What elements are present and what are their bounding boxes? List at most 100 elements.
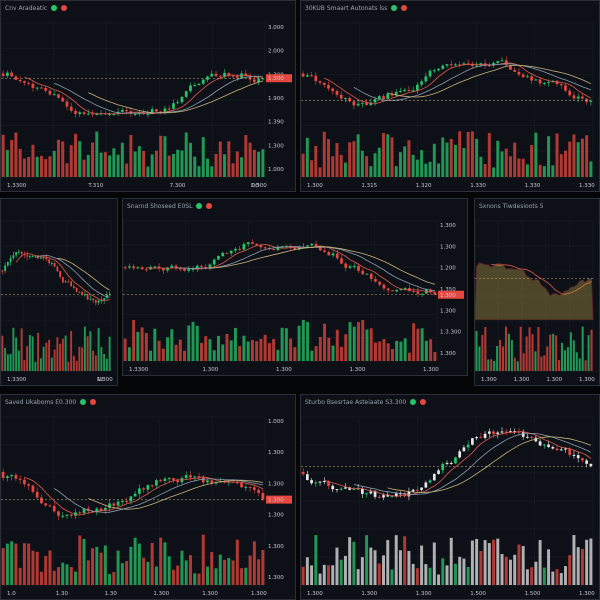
candle-body [28, 256, 31, 258]
volume-bar [235, 539, 239, 585]
volume-bar [10, 541, 14, 585]
candle-body [318, 81, 322, 83]
volume-bar [163, 136, 167, 177]
candle-body [428, 70, 432, 77]
volume-bar [500, 553, 504, 585]
volume-bar [525, 569, 529, 585]
candle-body [310, 480, 313, 484]
candle-body [483, 433, 487, 438]
candle-body [120, 501, 124, 503]
candle-body [479, 437, 483, 439]
x-axis-tick: 1.0 [7, 591, 16, 597]
x-axis-tick: 1.330 [525, 183, 541, 189]
candle-body [116, 501, 120, 506]
volume-bar [242, 335, 246, 361]
volume-bar [255, 341, 259, 361]
candle-body [348, 266, 352, 268]
candle-body [344, 487, 347, 489]
area-chart[interactable]: 1.300 1.300 1.300 1.300 [475, 213, 599, 385]
moving-average-line [491, 264, 592, 295]
candle-body [225, 252, 229, 254]
candle-body [61, 277, 64, 283]
volume-bar [61, 141, 65, 177]
x-axis-tick: 1.330 [579, 183, 595, 189]
candlestick-chart[interactable]: 1.300 1.300 1.200 1.350 1.300 1.3.300 1.300 1.3… [123, 213, 467, 375]
volume-bar [48, 339, 51, 371]
volume-bar [244, 567, 248, 585]
x-axis-tick: 1.500 [525, 591, 541, 597]
volume-bar [403, 338, 407, 361]
chart-panel-4[interactable]: Snarnd Shoseed E0SL 1.300 1.300 1.200 1.350… [122, 198, 468, 376]
volume-bar [412, 323, 416, 361]
volume-bar [154, 150, 158, 177]
volume-bar [289, 338, 293, 361]
volume-bar [373, 550, 377, 585]
volume-bar [188, 555, 192, 585]
candle-body [433, 292, 437, 295]
candle-body [146, 485, 150, 490]
volume-bar [248, 142, 252, 177]
chart-panel-6[interactable]: Saved Ukaboms E0.300 1.000 1.300 1.300 1.30… [0, 394, 296, 600]
x-axis-tick: 1.30 [56, 591, 69, 597]
volume-bar [513, 357, 516, 371]
candlestick-chart[interactable]: 1.000 1.300 1.300 1.300 1.300 1.300 1.300 1.0 1.… [1, 409, 295, 599]
candle-body [200, 265, 203, 267]
volume-bar [204, 336, 208, 361]
volume-bar [547, 549, 551, 585]
x-axis-tick: 1.500 [470, 591, 486, 597]
candle-body [94, 300, 97, 303]
volume-bar [31, 144, 35, 177]
candle-body [386, 288, 390, 291]
volume-bar [227, 558, 231, 585]
volume-bar [508, 156, 512, 177]
volume-bar [540, 356, 543, 371]
candle-body [542, 444, 546, 446]
volume-bar [479, 156, 483, 177]
chart-panel-5[interactable]: Sxnons Tiwdesioots 5 1.300 1.300 1.300 1.30… [474, 198, 600, 386]
candlestick-chart[interactable]: 1.3300 1.300 NE [1, 213, 117, 385]
volume-bar [564, 150, 567, 177]
volume-bar [89, 331, 92, 371]
candle-body [252, 79, 256, 83]
volume-bar [519, 326, 522, 371]
volume-bar [223, 559, 227, 585]
volume-bar [184, 560, 188, 585]
chart-panel-3[interactable]: 1.3300 1.300 NE [0, 198, 118, 386]
candle-body [108, 114, 111, 116]
chart-panel-1[interactable]: Cnv Aradeatic 3.000 2.000 1.300 1.900 1.390 1… [0, 0, 296, 192]
volume-bar [142, 150, 146, 177]
volume-bar [272, 338, 276, 361]
volume-bar [197, 573, 201, 585]
candlestick-chart[interactable]: 1.300 1.315 1.320 1.330 1.330 1.330 [301, 15, 599, 191]
volume-bar [576, 547, 580, 585]
candle-body [318, 247, 322, 251]
chart-panel-2[interactable]: 30KUB Smaart Autonats lss 1.300 1.315 1.32… [300, 0, 600, 192]
volume-bar [252, 149, 256, 177]
panel-header: Snarnd Shoseed E0SL [123, 199, 467, 213]
candle-body [176, 102, 180, 104]
candle-body [153, 266, 157, 268]
candle-body [462, 63, 466, 65]
candlestick-chart[interactable]: 1.300 1.300 1.300 1.500 1.500 1.300 [301, 409, 599, 599]
candle-body [10, 474, 14, 477]
volume-bar [522, 353, 525, 371]
candle-body [146, 113, 150, 115]
candlestick-chart[interactable]: 3.0002.0001.3001.9001.3901.3001.0001.300… [1, 15, 295, 191]
candle-body [95, 508, 99, 513]
candle-body [339, 488, 343, 490]
candle-body [50, 262, 53, 264]
volume-bar [74, 571, 78, 585]
candle-body [65, 101, 69, 107]
volume-bar [6, 354, 9, 371]
volume-bar [475, 330, 478, 371]
chart-panel-7[interactable]: Sturbo Bsesrtae Asteiaate S3.300 1.300 1.… [300, 394, 600, 600]
candle-body [172, 478, 175, 481]
candle-body [374, 279, 377, 282]
volume-bar [382, 339, 386, 361]
volume-bar [558, 360, 561, 371]
candle-body [576, 96, 580, 99]
candle-body [187, 268, 191, 271]
candle-body [305, 75, 309, 77]
candle-body [125, 110, 128, 112]
candle-body [229, 250, 233, 254]
